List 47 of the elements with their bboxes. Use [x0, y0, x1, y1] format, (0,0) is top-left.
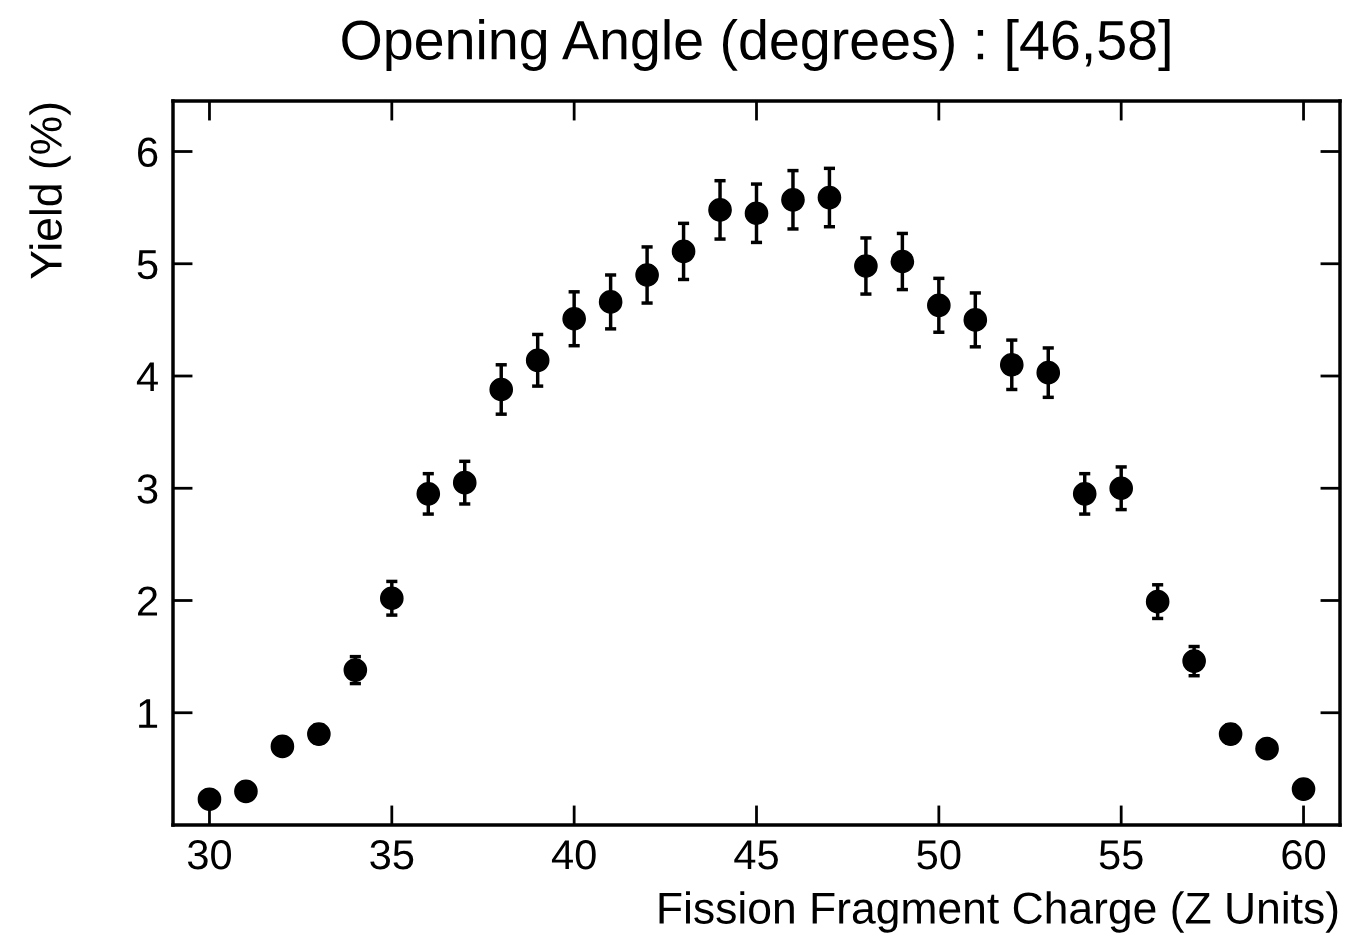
point [1036, 360, 1061, 385]
point [598, 290, 623, 314]
point [999, 352, 1024, 377]
y-tick-label: 3 [137, 474, 158, 504]
x-tick-label: 55 [1099, 840, 1143, 870]
y-tick-label: 2 [138, 586, 158, 616]
point [927, 293, 951, 318]
point [234, 779, 258, 804]
y-tick-label: 5 [137, 250, 158, 280]
point [525, 348, 550, 373]
y-tick-label: 6 [138, 137, 158, 168]
point [343, 658, 368, 682]
point [708, 198, 732, 222]
point [854, 254, 878, 278]
point [307, 722, 331, 746]
point [1255, 736, 1279, 761]
x-tick-label: 40 [551, 839, 596, 870]
point [1145, 589, 1170, 614]
point [635, 263, 659, 287]
point [744, 201, 769, 226]
point [781, 187, 805, 212]
point [1182, 649, 1206, 673]
x-tick-label: 50 [917, 839, 961, 870]
chart-title: Opening Angle (degrees) : [46,58] [342, 19, 1170, 71]
x-tick-label: 35 [370, 839, 414, 870]
x-axis-title: Fission Fragment Charge (Z Units) [659, 891, 1338, 933]
point [890, 249, 915, 274]
x-tick-label: 60 [1282, 839, 1326, 870]
point [380, 586, 404, 611]
point [452, 470, 477, 495]
point [817, 185, 842, 210]
point [562, 306, 586, 331]
point [1072, 482, 1097, 506]
y-axis-title: Yield (%) [29, 103, 71, 279]
y-tick-label: 1 [139, 699, 158, 728]
y-tick-label: 4 [136, 362, 158, 392]
x-tick-label: 30 [187, 839, 232, 870]
point [489, 377, 514, 402]
point [416, 482, 441, 506]
point [270, 734, 295, 759]
point [1218, 722, 1243, 746]
point [1109, 476, 1133, 501]
x-tick-label: 45 [734, 840, 778, 870]
point [671, 239, 696, 264]
point [1291, 777, 1316, 801]
point [197, 787, 222, 811]
point [963, 308, 988, 332]
